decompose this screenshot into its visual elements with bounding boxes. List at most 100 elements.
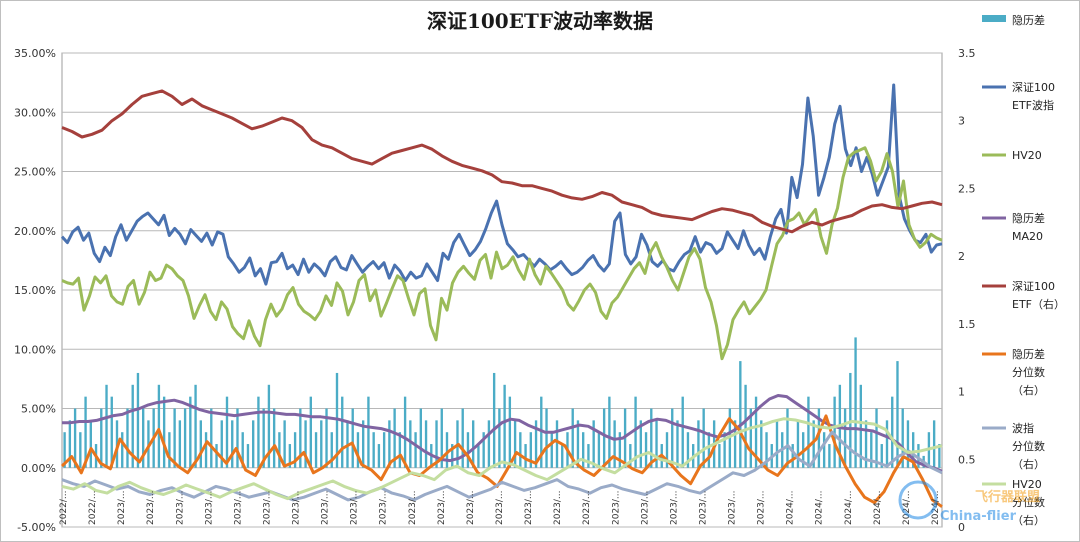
chart-title: 深证100ETF波动率数据 xyxy=(427,9,653,33)
bar-implied-hist-spread xyxy=(629,444,632,468)
bar-implied-hist-spread xyxy=(807,396,810,468)
bar-implied-hist-spread xyxy=(105,384,108,468)
bar-implied-hist-spread xyxy=(608,396,611,468)
bar-implied-hist-spread xyxy=(676,420,679,468)
watermark-text-en: China-flier xyxy=(940,509,1017,524)
bar-implied-hist-spread xyxy=(912,432,915,468)
bar-implied-hist-spread xyxy=(367,396,370,468)
y2-tick-label: 1.5 xyxy=(958,318,976,331)
x-tick-label: 2023/... xyxy=(495,490,505,525)
legend-label: 深证100 xyxy=(1012,280,1055,293)
bar-implied-hist-spread xyxy=(555,420,559,468)
bar-implied-hist-spread xyxy=(204,432,208,468)
x-tick-label: 2024/... xyxy=(873,490,883,525)
watermark: 飞行器联盟 China-flier xyxy=(898,480,1040,524)
bar-implied-hist-spread xyxy=(791,444,794,468)
bar-implied-hist-spread xyxy=(398,432,402,468)
bar-implied-hist-spread xyxy=(220,420,223,468)
bar-implied-hist-spread xyxy=(121,432,124,468)
bar-implied-hist-spread xyxy=(529,432,532,468)
bar-implied-hist-spread xyxy=(487,420,491,468)
bar-implied-hist-spread xyxy=(870,432,873,468)
legend-label: HV20 xyxy=(1012,478,1042,491)
legend-label: ETF（右） xyxy=(1012,297,1065,311)
bar-implied-hist-spread xyxy=(618,432,622,468)
bar-implied-hist-spread xyxy=(875,408,878,468)
series-line-4 xyxy=(61,89,943,234)
y-tick-label: 35.00% xyxy=(14,47,56,60)
bar-implied-hist-spread xyxy=(822,432,826,468)
bar-implied-hist-spread xyxy=(246,444,250,468)
bar-implied-hist-spread xyxy=(765,432,768,468)
legend-label: MA20 xyxy=(1012,230,1043,243)
bar-implied-hist-spread xyxy=(293,432,297,468)
legend-label: 隐历差 xyxy=(1012,347,1045,361)
y-tick-label: 20.00% xyxy=(14,225,56,238)
bar-implied-hist-spread xyxy=(812,420,815,468)
bar-implied-hist-spread xyxy=(733,420,737,468)
bar-implied-hist-spread xyxy=(372,432,375,468)
bar-implied-hist-spread xyxy=(906,420,910,468)
bar-implied-hist-spread xyxy=(597,432,601,468)
bar-implied-hist-spread xyxy=(299,408,302,468)
legend-label: 分位数 xyxy=(1012,439,1045,453)
bar-implied-hist-spread xyxy=(278,432,281,468)
watermark-logo-icon xyxy=(898,480,938,520)
bar-implied-hist-spread xyxy=(561,444,564,468)
x-tick-label: 2023/... xyxy=(117,490,127,525)
bar-implied-hist-spread xyxy=(828,444,831,468)
bar-implied-hist-spread xyxy=(461,408,464,468)
bar-implied-hist-spread xyxy=(466,432,470,468)
y2-tick-label: 2.5 xyxy=(958,182,976,195)
bar-implied-hist-spread xyxy=(351,408,354,468)
bar-implied-hist-spread xyxy=(639,420,642,468)
y2-tick-label: 1 xyxy=(958,386,965,399)
bar-implied-hist-spread xyxy=(498,408,501,468)
x-tick-label: 2023/... xyxy=(437,490,447,525)
watermark-text-cn: 飞行器联盟 xyxy=(975,489,1040,505)
bar-implied-hist-spread xyxy=(519,432,522,468)
bar-implied-hist-spread xyxy=(634,396,637,468)
bar-implied-hist-spread xyxy=(644,432,648,468)
x-tick-label: 2023/... xyxy=(204,490,214,525)
bar-implied-hist-spread xyxy=(414,432,417,468)
x-tick-label: 2023/... xyxy=(698,490,708,525)
bar-implied-hist-spread xyxy=(267,384,271,468)
bar-implied-hist-spread xyxy=(231,420,234,468)
legend-label: 隐历差 xyxy=(1012,211,1045,225)
bar-implied-hist-spread xyxy=(393,408,396,468)
bar-implied-hist-spread xyxy=(760,420,763,468)
x-tick-label: 2023/... xyxy=(640,490,650,525)
x-tick-label: 2023/... xyxy=(669,490,679,525)
bar-implied-hist-spread xyxy=(503,384,506,468)
legend-swatch xyxy=(982,15,1006,22)
bar-implied-hist-spread xyxy=(576,420,580,468)
bar-implied-hist-spread xyxy=(744,384,747,468)
bar-implied-hist-spread xyxy=(236,408,239,468)
bar-implied-hist-spread xyxy=(382,432,386,468)
x-tick-label: 2023/... xyxy=(757,490,767,525)
bar-implied-hist-spread xyxy=(252,420,255,468)
bar-implied-hist-spread xyxy=(796,420,800,468)
bar-implied-hist-spread xyxy=(419,408,422,468)
bar-implied-hist-spread xyxy=(754,396,758,468)
legend-label: 隐历差 xyxy=(1012,13,1045,27)
bar-implied-hist-spread xyxy=(173,408,176,468)
legend-label: HV20 xyxy=(1012,149,1042,162)
bar-implied-hist-spread xyxy=(545,408,548,468)
bar-implied-hist-spread xyxy=(131,384,134,468)
legend-label: ETF波指 xyxy=(1012,98,1054,112)
bar-implied-hist-spread xyxy=(63,432,66,468)
bar-implied-hist-spread xyxy=(445,432,449,468)
bar-implied-hist-spread xyxy=(786,408,789,468)
x-tick-label: 2023/... xyxy=(146,490,156,525)
bar-implied-hist-spread xyxy=(356,432,360,468)
bar-implied-hist-spread xyxy=(697,420,700,468)
x-tick-label: 2024/... xyxy=(815,490,825,525)
bar-implied-hist-spread xyxy=(524,444,527,468)
bar-implied-hist-spread xyxy=(843,408,847,468)
legend-label: 分位数 xyxy=(1012,365,1045,379)
x-tick-label: 2023/... xyxy=(350,490,360,525)
bar-implied-hist-spread xyxy=(917,444,920,468)
